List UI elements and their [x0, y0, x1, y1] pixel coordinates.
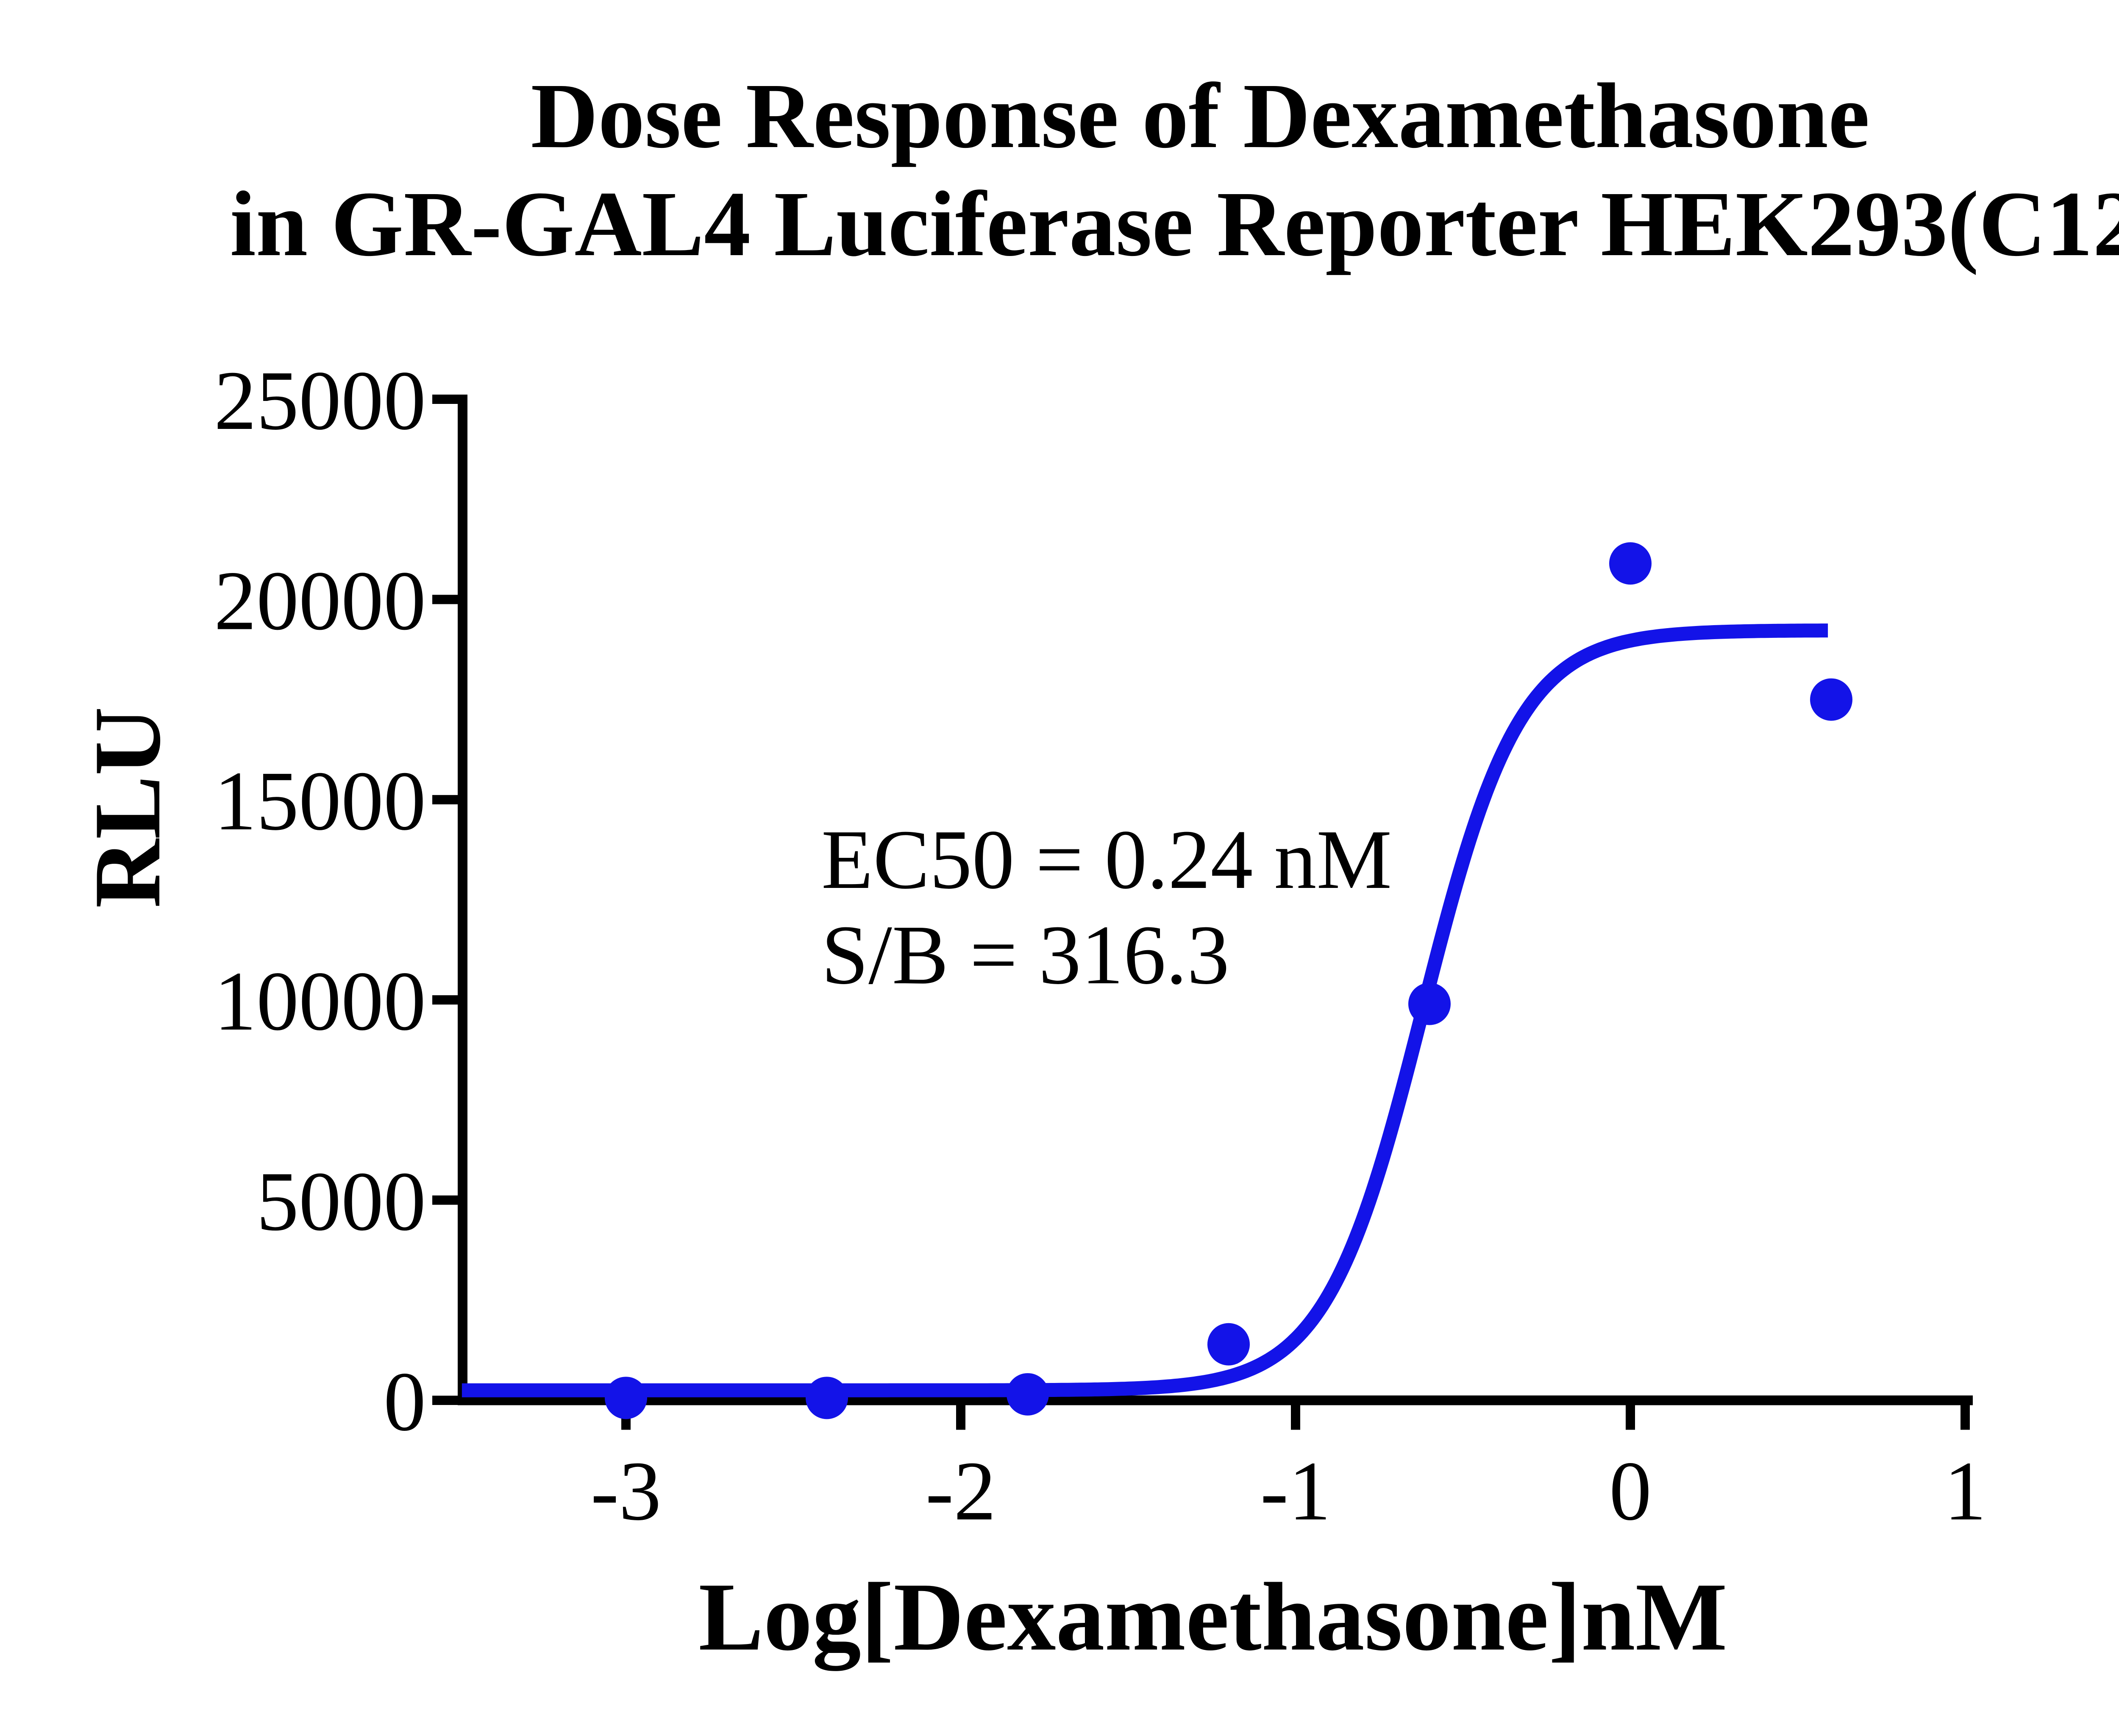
x-tick-label: -1 [1260, 1444, 1331, 1538]
fit-curve [462, 623, 1828, 1397]
data-point [605, 1377, 647, 1419]
x-tick-label: 1 [1944, 1444, 1986, 1538]
data-point [1609, 542, 1652, 585]
y-tick-label: 20000 [214, 554, 426, 648]
y-tick-label: 10000 [214, 954, 426, 1048]
y-tick-label: 5000 [256, 1155, 426, 1249]
x-tick [1626, 1405, 1635, 1430]
ec50-value: EC50 = 0.24 nM [821, 813, 1392, 907]
x-tick-label: -2 [926, 1444, 996, 1538]
data-point [1408, 982, 1451, 1025]
y-tick [432, 595, 458, 604]
y-tick-label: 25000 [214, 354, 426, 448]
y-axis-title: RLU [74, 707, 180, 908]
data-point [1207, 1323, 1250, 1366]
y-tick [432, 1195, 458, 1205]
data-point [806, 1377, 848, 1419]
x-tick [1291, 1405, 1300, 1430]
x-tick [956, 1405, 965, 1430]
y-tick [432, 1396, 458, 1405]
x-tick-label: -3 [591, 1444, 662, 1538]
y-axis-line [458, 395, 467, 1405]
y-tick-label: 0 [384, 1355, 426, 1449]
chart-title-line1: Dose Response of Dexamethasone [531, 64, 1870, 167]
x-tick-label: 0 [1609, 1444, 1652, 1538]
x-tick [1960, 1405, 1970, 1430]
x-axis-title: Log[Dexamethasone]nM [698, 1563, 1727, 1671]
y-tick [432, 995, 458, 1005]
fit-annotation: EC50 = 0.24 nM S/B = 316.3 [821, 812, 1392, 1003]
y-tick [432, 795, 458, 804]
chart-title: Dose Response of Dexamethasone in GR-GAL… [93, 62, 2119, 278]
signal-background-value: S/B = 316.3 [821, 908, 1229, 1002]
y-tick [432, 395, 458, 404]
y-tick-label: 15000 [214, 754, 426, 848]
chart-title-line2: in GR-GAL4 Luciferase Reporter HEK293(C1… [230, 172, 2119, 275]
data-point [1007, 1373, 1049, 1416]
data-point [1810, 678, 1852, 721]
